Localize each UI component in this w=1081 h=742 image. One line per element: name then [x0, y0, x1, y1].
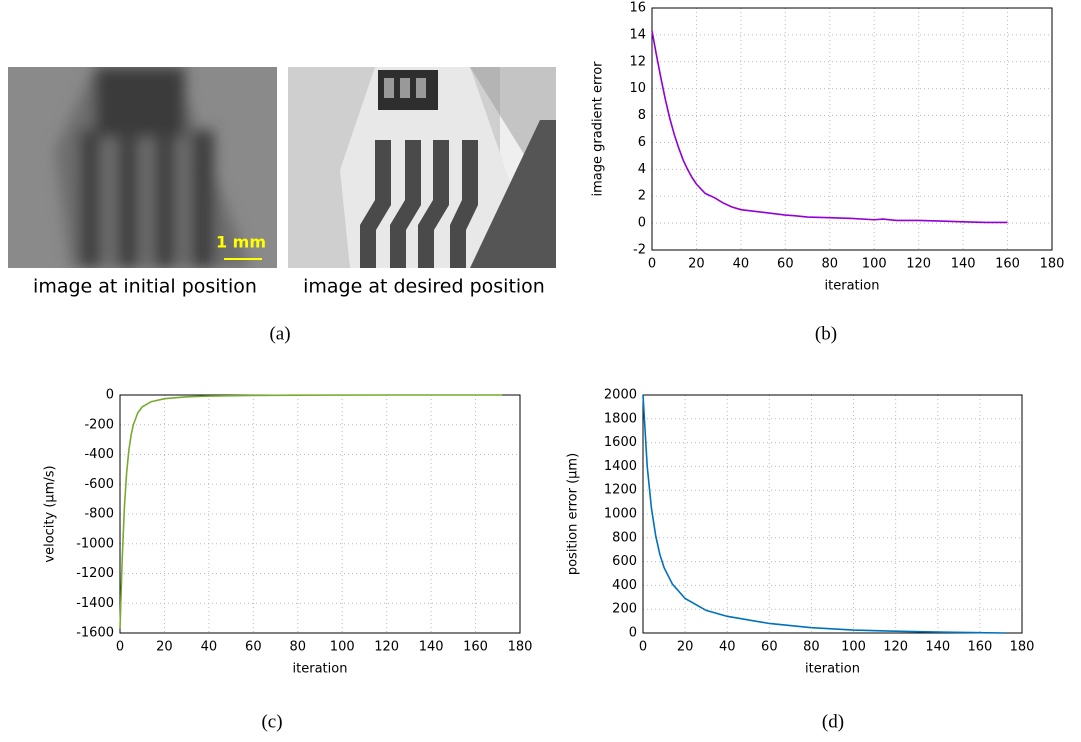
y-tick-label: 4	[638, 162, 646, 177]
x-tick-label: 20	[156, 640, 173, 655]
x-axis-label: iteration	[805, 662, 860, 677]
y-tick-label: -1200	[76, 566, 114, 581]
x-axis-label: iteration	[825, 279, 880, 294]
y-tick-label: 10	[629, 81, 646, 96]
y-tick-label: -1000	[76, 536, 114, 551]
x-tick-label: 100	[862, 257, 887, 272]
y-tick-label: -400	[84, 447, 114, 462]
image-caption: image at desired position	[303, 276, 545, 298]
panel-label: (b)	[815, 323, 837, 344]
y-tick-label: -800	[84, 507, 114, 522]
y-tick-label: 400	[612, 578, 637, 593]
panel-label: (c)	[261, 711, 282, 732]
x-tick-label: 120	[906, 257, 931, 272]
y-tick-label: 0	[106, 388, 114, 403]
y-tick-label: 6	[638, 135, 646, 150]
x-tick-label: 60	[777, 257, 794, 272]
x-tick-label: 140	[419, 640, 444, 655]
y-tick-label: -200	[84, 417, 114, 432]
y-tick-label: 0	[629, 626, 637, 641]
x-tick-label: 120	[374, 640, 399, 655]
y-tick-label: 0	[638, 216, 646, 231]
y-tick-label: 16	[629, 1, 646, 16]
x-tick-label: 0	[648, 257, 656, 272]
x-tick-label: 140	[951, 257, 976, 272]
initial-image	[8, 67, 277, 268]
x-tick-label: 180	[1010, 640, 1035, 655]
panel-label: (a)	[269, 323, 290, 344]
plot-frame	[642, 394, 1023, 634]
x-tick-label: 0	[639, 640, 647, 655]
x-tick-label: 100	[841, 640, 866, 655]
data-line	[642, 394, 1006, 634]
x-axis-label: iteration	[293, 662, 348, 677]
y-tick-label: 2000	[604, 388, 637, 403]
y-tick-label: 14	[629, 27, 646, 42]
y-tick-label: 1800	[604, 411, 637, 426]
x-tick-label: 120	[883, 640, 908, 655]
data-line	[651, 30, 1008, 224]
y-axis-label: velocity (µm/s)	[43, 465, 58, 562]
y-tick-label: 12	[629, 54, 646, 69]
y-tick-label: -600	[84, 477, 114, 492]
y-tick-label: 1400	[604, 459, 637, 474]
panel-label: (d)	[822, 711, 844, 732]
x-tick-label: 100	[330, 640, 355, 655]
y-axis-label: position error (µm)	[566, 453, 581, 575]
x-tick-label: 80	[290, 640, 307, 655]
x-tick-label: 60	[761, 640, 778, 655]
x-tick-label: 40	[733, 257, 750, 272]
y-tick-label: 600	[612, 554, 637, 569]
x-tick-label: 0	[116, 640, 124, 655]
x-tick-label: 140	[925, 640, 950, 655]
x-tick-label: 20	[677, 640, 694, 655]
y-tick-label: 2	[638, 189, 646, 204]
x-tick-label: 40	[201, 640, 218, 655]
x-tick-label: 80	[803, 640, 820, 655]
plot-frame	[651, 7, 1053, 251]
x-tick-label: 40	[719, 640, 736, 655]
x-tick-label: 160	[463, 640, 488, 655]
y-tick-label: -2	[633, 243, 646, 258]
x-tick-label: 180	[1040, 257, 1065, 272]
x-tick-label: 20	[688, 257, 705, 272]
x-tick-label: 80	[822, 257, 839, 272]
y-tick-label: 200	[612, 602, 637, 617]
y-tick-label: 1000	[604, 507, 637, 522]
y-tick-label: 1600	[604, 435, 637, 450]
image-caption: image at initial position	[33, 276, 257, 298]
scale-bar-label: 1 mm	[216, 233, 266, 252]
y-tick-label: -1400	[76, 596, 114, 611]
y-tick-label: 800	[612, 530, 637, 545]
y-tick-label: -1600	[76, 626, 114, 641]
x-tick-label: 60	[245, 640, 262, 655]
x-tick-label: 160	[967, 640, 992, 655]
desired-image	[288, 67, 556, 268]
x-tick-label: 160	[995, 257, 1020, 272]
y-tick-label: 1200	[604, 483, 637, 498]
y-tick-label: 8	[638, 108, 646, 123]
data-line	[119, 394, 503, 629]
y-axis-label: image gradient error	[591, 61, 606, 197]
x-tick-label: 180	[508, 640, 533, 655]
